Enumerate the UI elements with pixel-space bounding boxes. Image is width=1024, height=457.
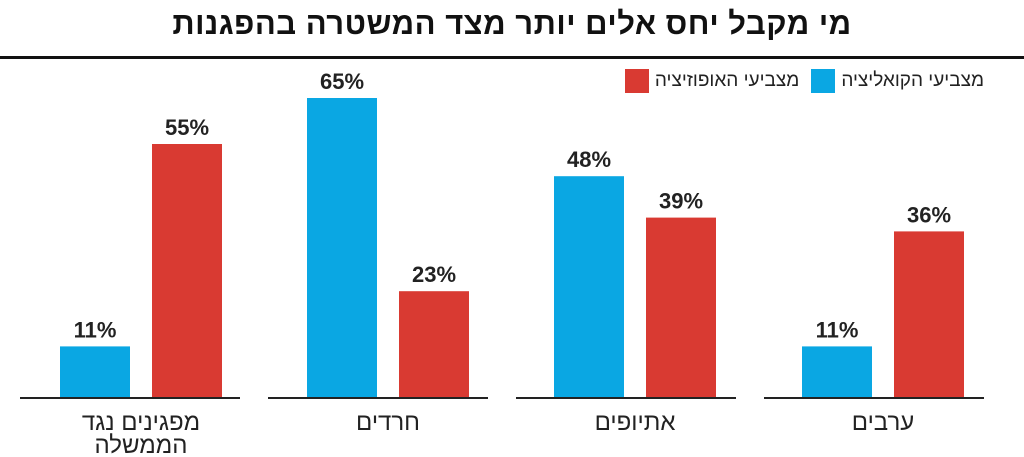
value-label-ethiopians-coalition: 48%	[567, 147, 611, 172]
bar-arabs-coalition	[802, 346, 872, 397]
value-label-protesters-coalition: 11%	[74, 317, 117, 342]
value-label-arabs-coalition: 11%	[816, 317, 859, 342]
category-label-ethiopians: אתיופים	[595, 409, 676, 436]
baseline-arabs	[764, 397, 984, 399]
legend-item-coalition: מצביעי הקואליציה	[811, 69, 984, 93]
legend-item-opposition: מצביעי האופוזיציה	[624, 69, 800, 93]
bar-protesters-opposition	[152, 144, 222, 397]
title-rule	[0, 56, 1024, 59]
legend-swatch-coalition	[811, 69, 836, 93]
category-label-protesters-line1: מפגינים נגד	[82, 409, 200, 436]
value-label-haredim-opposition: 23%	[412, 262, 456, 287]
value-label-arabs-opposition: 36%	[907, 202, 951, 227]
legend-label-opposition: מצביעי האופוזיציה	[654, 70, 800, 91]
bar-protesters-coalition	[60, 346, 130, 397]
category-label-arabs: ערבים	[852, 409, 914, 436]
bar-arabs-opposition	[894, 231, 964, 397]
legend-swatch-opposition	[624, 69, 649, 93]
value-label-protesters-opposition: 55%	[165, 115, 209, 140]
category-label-haredim: חרדים	[356, 409, 420, 436]
chart-title: מי מקבל יחס אלים יותר מצד המשטרה בהפגנות	[172, 6, 852, 41]
bar-haredim-coalition	[307, 98, 377, 397]
baseline-protesters	[20, 397, 240, 399]
baseline-ethiopians	[516, 397, 736, 399]
bar-haredim-opposition	[399, 291, 469, 397]
legend-label-coalition: מצביעי הקואליציה	[841, 70, 984, 91]
value-label-haredim-coalition: 65%	[320, 69, 364, 94]
bar-ethiopians-opposition	[646, 217, 716, 397]
baseline-haredim	[268, 397, 488, 399]
bar-ethiopians-coalition	[554, 176, 624, 397]
value-label-ethiopians-opposition: 39%	[659, 189, 703, 214]
legend: מצביעי האופוזיציה מצביעי הקואליציה	[624, 68, 984, 94]
category-label-protesters-line2: הממשלה	[95, 432, 188, 457]
